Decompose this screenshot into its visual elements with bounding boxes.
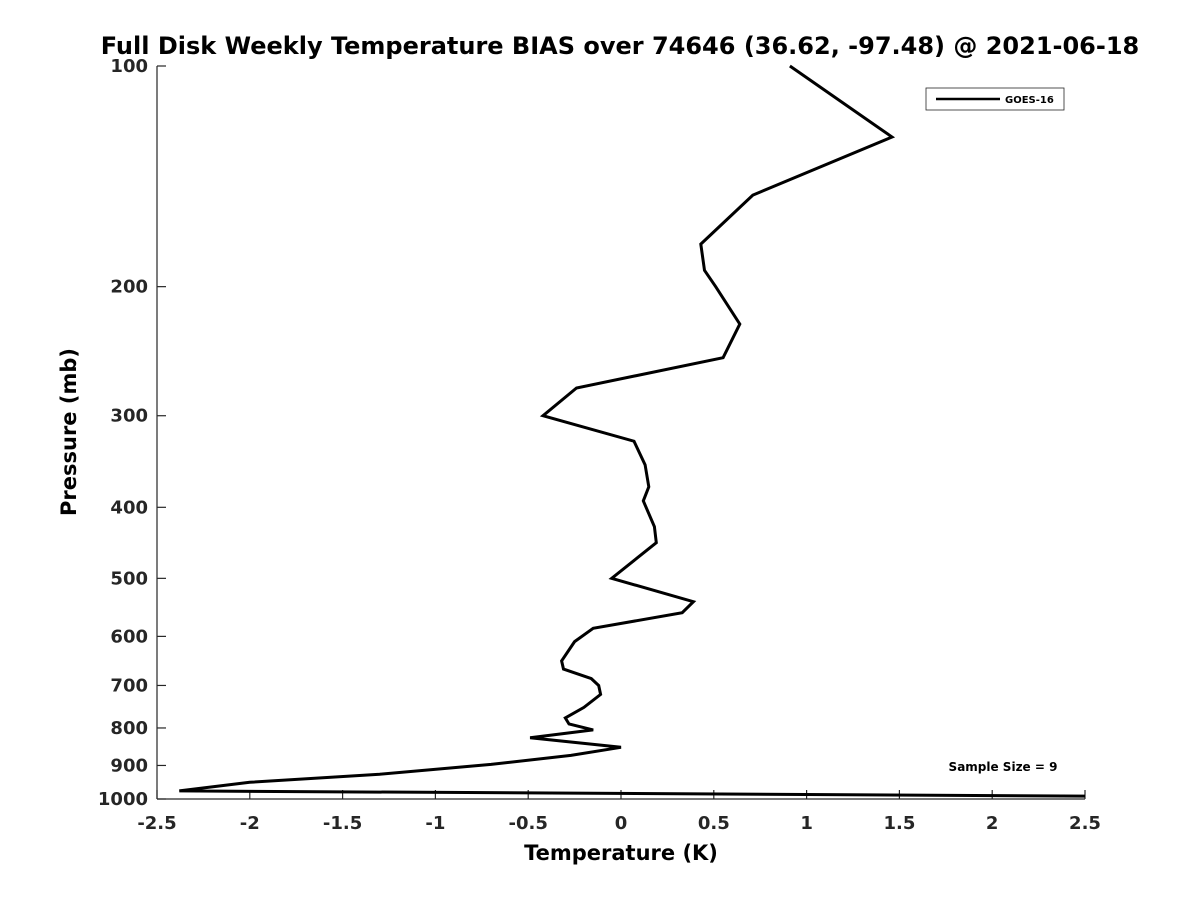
y-tick-label: 400 bbox=[110, 497, 148, 518]
x-tick-label: 1.5 bbox=[883, 813, 915, 834]
series-line-goes-16 bbox=[179, 64, 1086, 798]
x-ticks: -2.5 -2 -1.5 -1 -0.5 0 0.5 1 1.5 2 2.5 bbox=[137, 790, 1101, 834]
y-tick-label: 1000 bbox=[98, 789, 148, 810]
x-tick-label: 2 bbox=[986, 813, 999, 834]
y-tick-label: 600 bbox=[110, 626, 148, 647]
y-tick-label: 100 bbox=[110, 56, 148, 77]
y-tick-label: 300 bbox=[110, 406, 148, 427]
y-tick-label: 200 bbox=[110, 277, 148, 298]
y-tick-label: 900 bbox=[110, 755, 148, 776]
chart-title: Full Disk Weekly Temperature BIAS over 7… bbox=[101, 32, 1140, 60]
x-tick-label: 0 bbox=[615, 813, 628, 834]
x-tick-label: -0.5 bbox=[509, 813, 548, 834]
x-axis-label: Temperature (K) bbox=[524, 841, 718, 865]
y-tick-label: 500 bbox=[110, 568, 148, 589]
y-tick-label: 800 bbox=[110, 718, 148, 739]
y-ticks: 100 200 300 400 500 600 700 800 900 1000 bbox=[98, 56, 166, 810]
legend-label: GOES-16 bbox=[1005, 95, 1054, 106]
sample-size-annotation: Sample Size = 9 bbox=[949, 760, 1058, 774]
x-tick-label: 0.5 bbox=[698, 813, 730, 834]
y-axis-label: Pressure (mb) bbox=[57, 348, 81, 516]
y-tick-label: 700 bbox=[110, 675, 148, 696]
x-tick-label: -1 bbox=[425, 813, 445, 834]
series-layer bbox=[179, 64, 1086, 798]
x-tick-label: 1 bbox=[800, 813, 813, 834]
x-tick-label: -1.5 bbox=[323, 813, 362, 834]
x-tick-label: 2.5 bbox=[1069, 813, 1101, 834]
legend: GOES-16 bbox=[925, 87, 1065, 111]
x-tick-label: -2.5 bbox=[137, 813, 176, 834]
x-tick-label: -2 bbox=[240, 813, 260, 834]
